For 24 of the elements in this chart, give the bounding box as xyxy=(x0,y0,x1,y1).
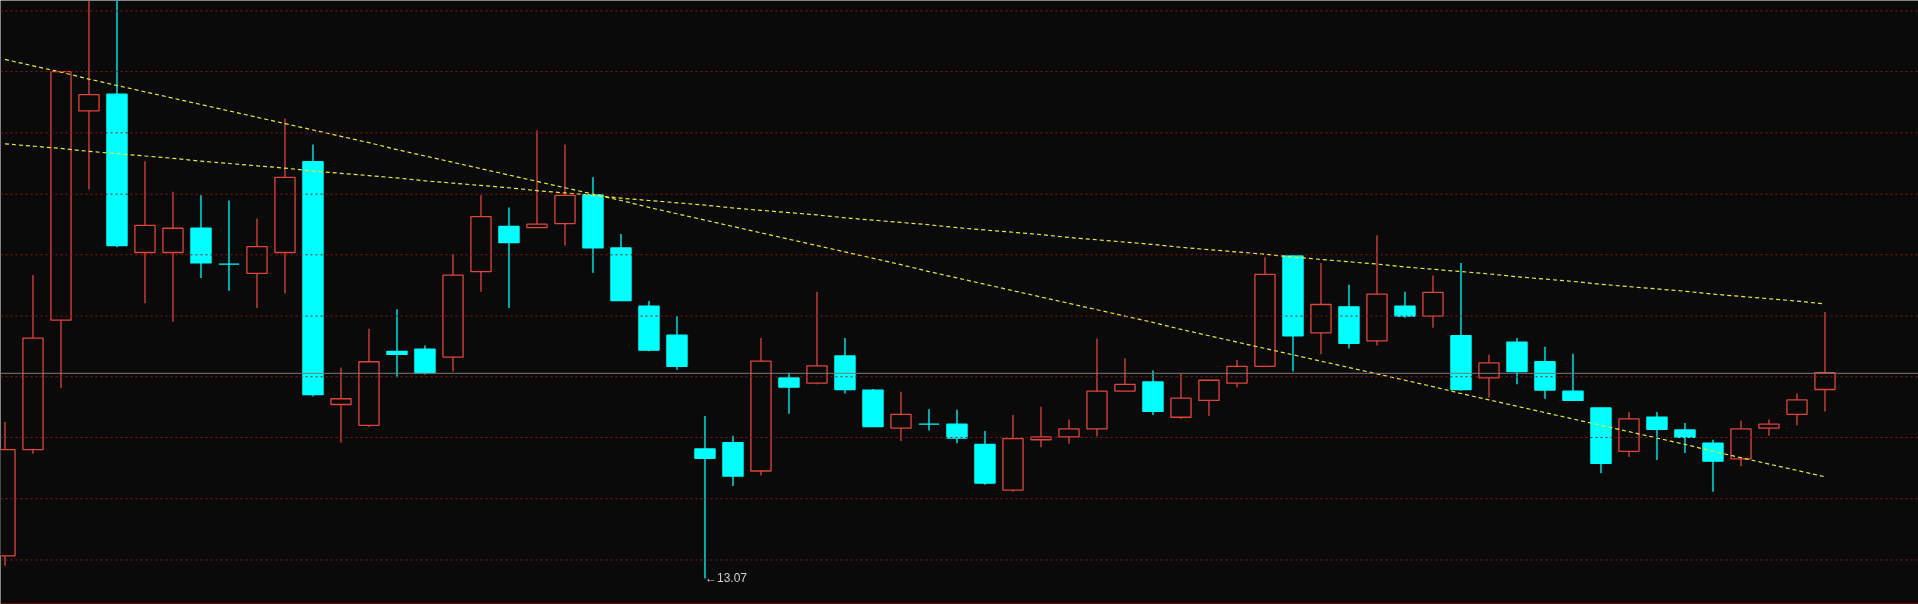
candlestick xyxy=(1170,372,1192,420)
candlestick xyxy=(1814,311,1836,413)
candlestick xyxy=(414,344,436,376)
candlestick xyxy=(918,408,940,432)
candlestick xyxy=(1422,274,1444,329)
candlestick xyxy=(1198,379,1220,417)
candlestick xyxy=(1114,357,1136,392)
candlestick xyxy=(498,206,520,309)
candlestick xyxy=(890,391,912,442)
candlestick xyxy=(1478,354,1500,399)
candlestick xyxy=(1786,392,1808,426)
candlestick xyxy=(1562,353,1584,402)
candlestick xyxy=(1058,418,1080,445)
candlestick xyxy=(1394,291,1416,319)
candlestick xyxy=(1646,411,1668,461)
candlestick xyxy=(1758,418,1780,437)
candlestick xyxy=(330,366,352,444)
candlestick xyxy=(1702,439,1724,493)
candlestick xyxy=(946,409,968,444)
candlestick xyxy=(218,199,240,292)
annotation: ←13.07 xyxy=(704,571,748,586)
candlestick xyxy=(1674,422,1696,454)
candlestick xyxy=(386,308,408,378)
candlestick xyxy=(778,372,800,415)
